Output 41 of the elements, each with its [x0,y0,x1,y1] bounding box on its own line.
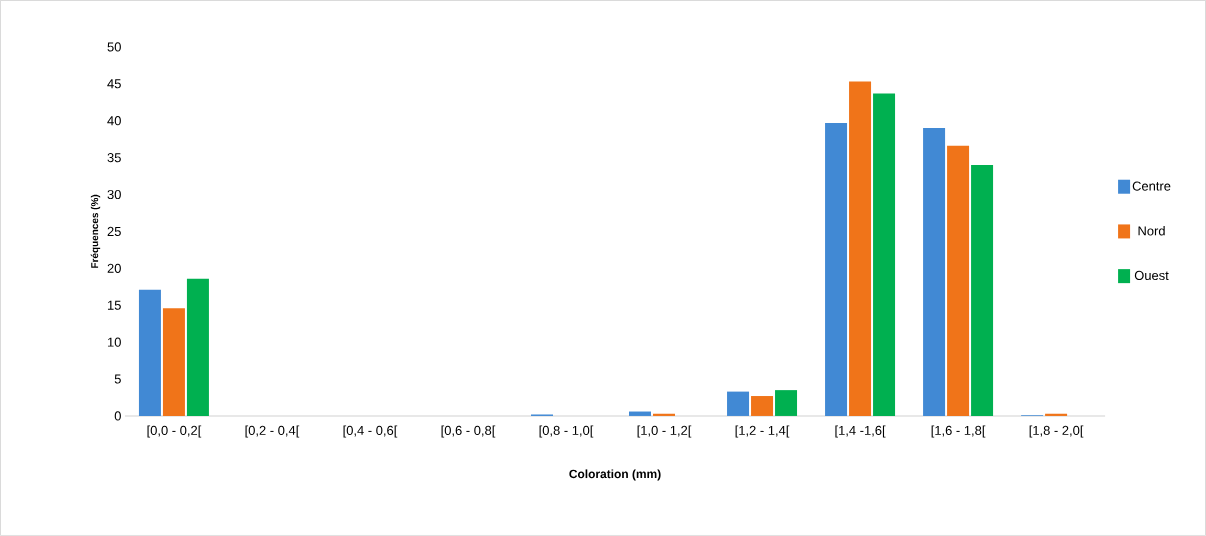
y-tick-label: 10 [107,337,121,347]
y-tick-label: 25 [107,226,121,237]
bar [653,413,676,417]
bar [727,391,750,417]
bar [1045,413,1068,417]
bar [849,81,872,417]
y-tick-label: 30 [107,189,121,200]
bar [825,122,848,417]
x-tick-label: [1,8 - 2,0[ [1029,425,1084,438]
x-tick-label: [0,8 - 1,0[ [539,425,594,438]
bar [751,396,774,417]
y-tick-label: 45 [107,79,121,89]
x-tick-label: [0,2 - 0,4[ [245,425,300,438]
bar [873,93,896,417]
x-tick-label: [0,6 - 0,8[ [441,425,496,438]
x-tick-label: [0,0 - 0,2[ [147,425,202,438]
legend-label: Ouest [1134,270,1169,281]
y-tick-label: 20 [107,263,121,273]
x-tick-label: [1,2 - 1,4[ [735,425,790,438]
legend-label: Nord [1138,226,1165,236]
bar [162,308,185,417]
x-tick-label: [1,4 -1,6[ [835,425,886,438]
bar [629,411,652,417]
bar [186,278,209,417]
y-tick-label: 35 [107,153,121,163]
x-axis-title: Coloration (mm) [569,469,661,481]
bar [923,128,946,417]
bar [971,165,994,417]
x-tick-label: [1,6 - 1,8[ [931,425,986,438]
y-axis-title: Fréquences (%) [90,194,101,268]
y-tick-label: 5 [114,374,121,384]
bar [947,145,970,417]
bar [138,289,161,417]
y-tick-label: 40 [107,116,121,126]
x-tick-label: [1,0 - 1,2[ [637,425,692,438]
x-tick-label: [0,4 - 0,6[ [343,425,398,438]
y-tick-label: 50 [107,42,121,52]
legend-label: Centre [1132,181,1171,191]
y-tick-label: 15 [107,300,121,310]
bar [775,390,798,417]
y-tick-label: 0 [114,411,121,421]
